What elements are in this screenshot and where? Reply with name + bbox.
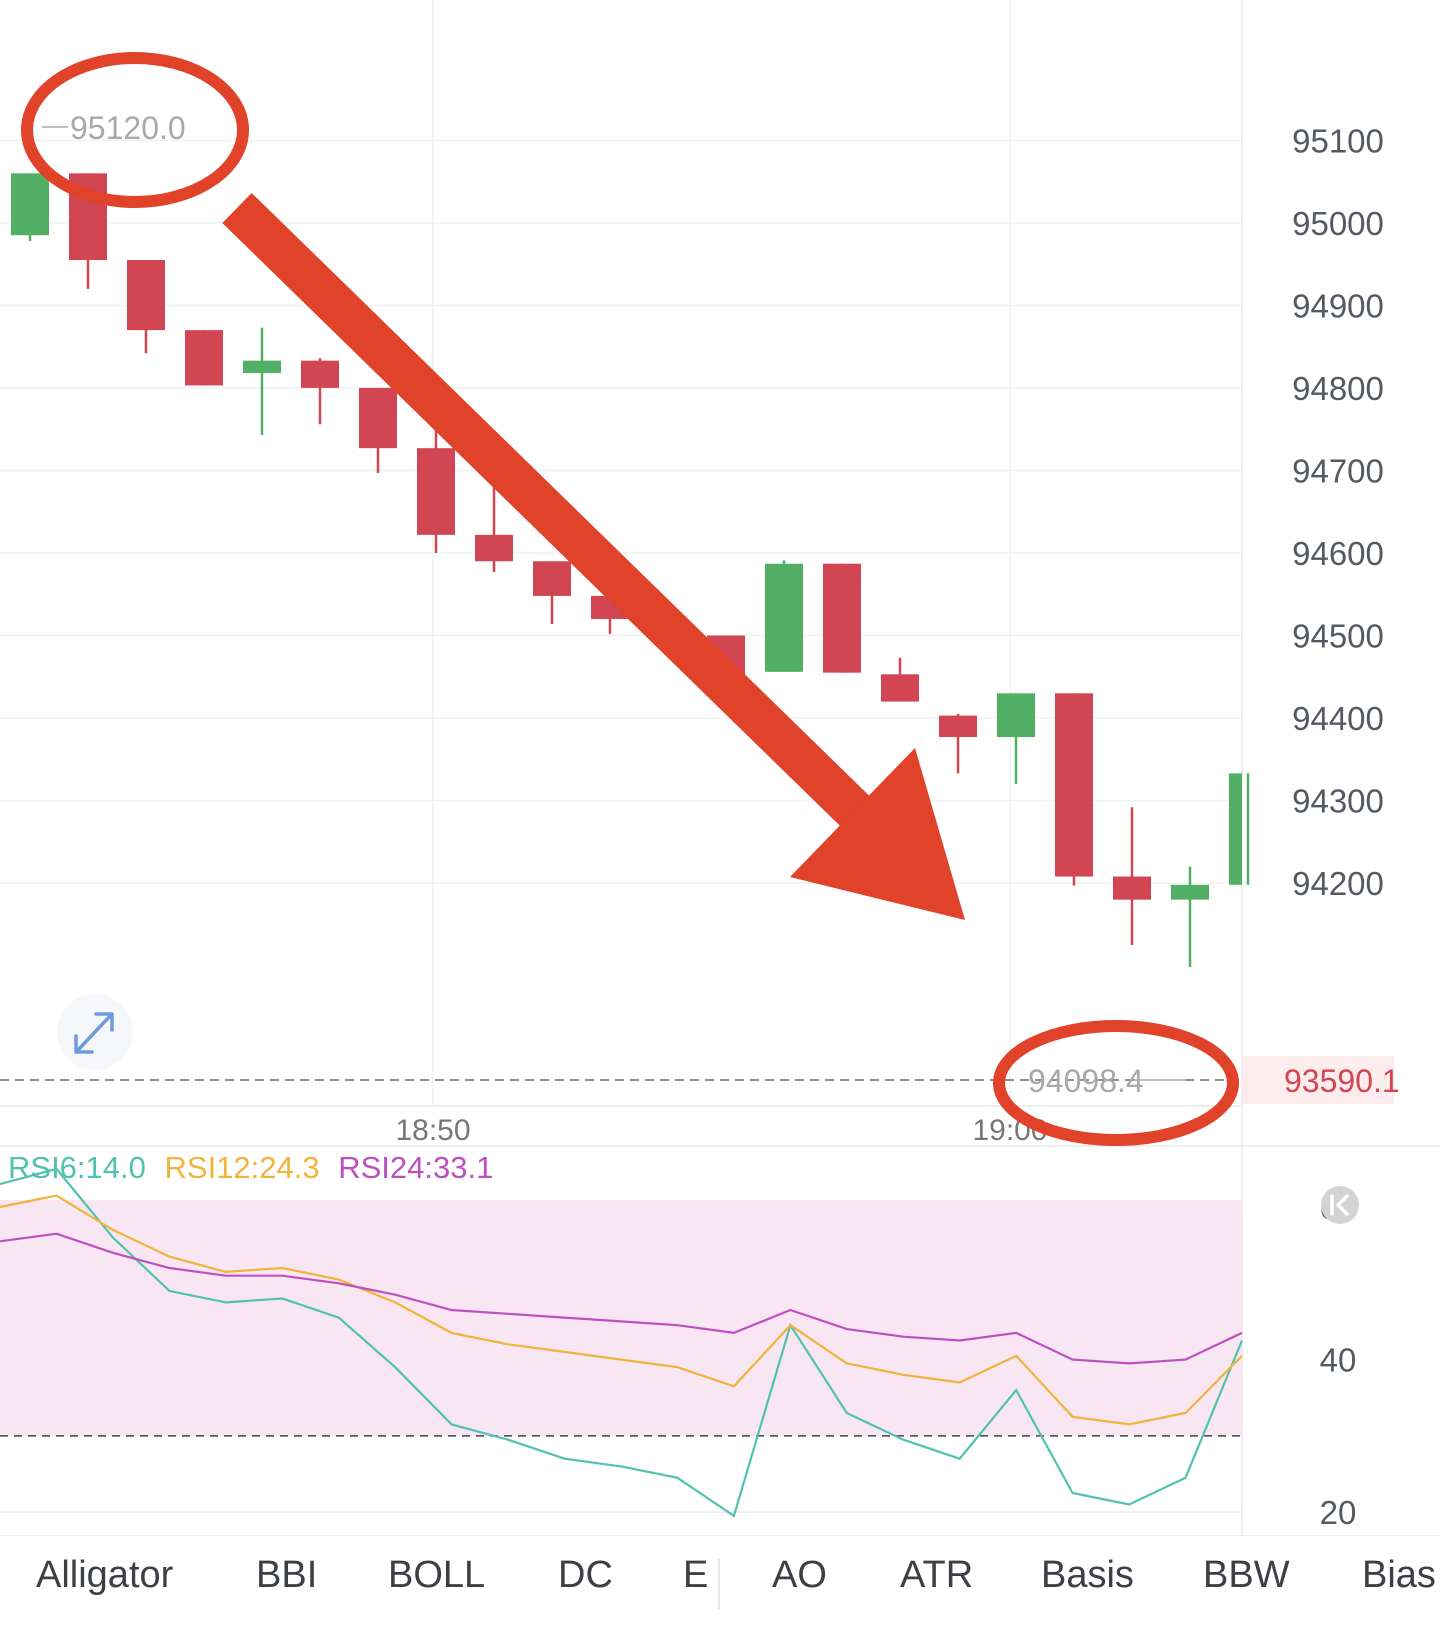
candle-body bbox=[243, 360, 281, 374]
candle-body bbox=[185, 330, 223, 386]
y-tick-label: 94500 bbox=[1292, 618, 1384, 655]
candle-body bbox=[1171, 884, 1209, 900]
candle-body bbox=[939, 715, 977, 738]
tab-boll[interactable]: BOLL bbox=[388, 1554, 486, 1596]
high-annotation-circle bbox=[21, 52, 249, 208]
tab-group-divider bbox=[718, 1558, 720, 1610]
y-tick-label: 94900 bbox=[1292, 287, 1384, 324]
low-annotation-circle bbox=[993, 1020, 1239, 1146]
tab-bbi[interactable]: BBI bbox=[256, 1554, 318, 1596]
low-marker-label: 94098.4 bbox=[1028, 1063, 1144, 1099]
annotation-overlay bbox=[21, 52, 1239, 1146]
tab-alligator[interactable]: Alligator bbox=[36, 1554, 174, 1596]
tab-atr[interactable]: ATR bbox=[900, 1554, 974, 1596]
y-axis: 95100 95000 94900 94800 94700 94600 94500 94400… bbox=[1292, 122, 1384, 902]
candle bbox=[823, 563, 861, 673]
trend-arrow-head bbox=[790, 748, 965, 920]
candle-body bbox=[417, 448, 455, 535]
candle-body bbox=[1055, 693, 1093, 877]
candle bbox=[1229, 773, 1250, 885]
rsi6-legend: RSI6:14.0 bbox=[8, 1150, 146, 1185]
candle bbox=[881, 657, 919, 702]
rsi12-line bbox=[0, 1194, 1243, 1426]
y-tick-label: 94600 bbox=[1292, 535, 1384, 572]
candle bbox=[533, 561, 571, 624]
x-tick-label: 18:50 bbox=[395, 1114, 470, 1147]
y-tick-label: 94400 bbox=[1292, 700, 1384, 737]
rsi-tick-label: 40 bbox=[1320, 1342, 1357, 1379]
candle bbox=[1113, 807, 1151, 946]
candle-body bbox=[1229, 773, 1242, 885]
candle-body bbox=[11, 173, 49, 236]
rsi-tick-label: 20 bbox=[1320, 1494, 1357, 1531]
y-tick-label: 94700 bbox=[1292, 452, 1384, 489]
candle-body bbox=[1113, 876, 1151, 900]
rsi-lines bbox=[0, 1167, 1244, 1518]
candle bbox=[1171, 866, 1209, 968]
y-tick-label: 95000 bbox=[1292, 205, 1384, 242]
candle-body bbox=[765, 563, 803, 672]
candle-body bbox=[823, 563, 861, 673]
grid-lines bbox=[0, 0, 1242, 1106]
candle-body bbox=[301, 360, 339, 388]
candle-body bbox=[881, 674, 919, 702]
rsi24-line bbox=[0, 1232, 1243, 1365]
y-tick-label: 94200 bbox=[1292, 865, 1384, 902]
tab-ao[interactable]: AO bbox=[772, 1554, 827, 1596]
candle bbox=[997, 693, 1035, 785]
candle-body bbox=[533, 561, 571, 596]
rsi6-line bbox=[0, 1167, 1244, 1518]
tab-basis[interactable]: Basis bbox=[1041, 1554, 1134, 1596]
rsi-legend: RSI6:14.0 RSI12:24.3 RSI24:33.1 bbox=[8, 1150, 503, 1186]
candle bbox=[1055, 693, 1093, 886]
last-price-label: 93590.1 bbox=[1284, 1063, 1400, 1099]
tab-e[interactable]: E bbox=[683, 1554, 709, 1596]
trend-arrow-shaft bbox=[222, 192, 877, 834]
tab-bbw[interactable]: BBW bbox=[1203, 1554, 1290, 1596]
expand-arrows-icon[interactable] bbox=[57, 994, 133, 1070]
candles bbox=[11, 173, 1250, 968]
chart-area[interactable]: 95120.0 93590.1 94098.4 9510095000949009… bbox=[0, 0, 1440, 1535]
x-axis: 18:50 19:00 bbox=[395, 1114, 1047, 1147]
candle bbox=[11, 173, 49, 242]
candle bbox=[301, 358, 339, 425]
candle bbox=[417, 429, 455, 553]
scroll-to-latest-icon[interactable] bbox=[1321, 1186, 1359, 1224]
rsi-y-axis: 604020 bbox=[1320, 1189, 1357, 1531]
rsi-band bbox=[0, 1200, 1242, 1436]
rsi24-legend: RSI24:33.1 bbox=[338, 1150, 494, 1185]
y-tick-label: 94300 bbox=[1292, 783, 1384, 820]
last-price-box bbox=[1242, 1056, 1394, 1104]
y-tick-label: 95100 bbox=[1292, 122, 1384, 159]
tab-bias[interactable]: Bias bbox=[1362, 1554, 1436, 1596]
candle bbox=[185, 330, 223, 386]
candle bbox=[939, 713, 977, 774]
candle-body bbox=[127, 259, 165, 331]
rsi12-legend: RSI12:24.3 bbox=[164, 1150, 320, 1185]
y-tick-label: 94800 bbox=[1292, 370, 1384, 407]
candle-body bbox=[997, 693, 1035, 738]
tab-dc[interactable]: DC bbox=[558, 1554, 613, 1596]
candle-body bbox=[359, 387, 397, 449]
candle bbox=[765, 560, 803, 672]
candle-body bbox=[475, 534, 513, 562]
high-marker-label: 95120.0 bbox=[70, 110, 186, 146]
candle bbox=[359, 387, 397, 473]
candle bbox=[243, 327, 281, 435]
indicator-tab-bar: Alligator BBI BOLL DC E AO ATR Basis BBW… bbox=[0, 1535, 1440, 1642]
candle bbox=[127, 259, 165, 354]
